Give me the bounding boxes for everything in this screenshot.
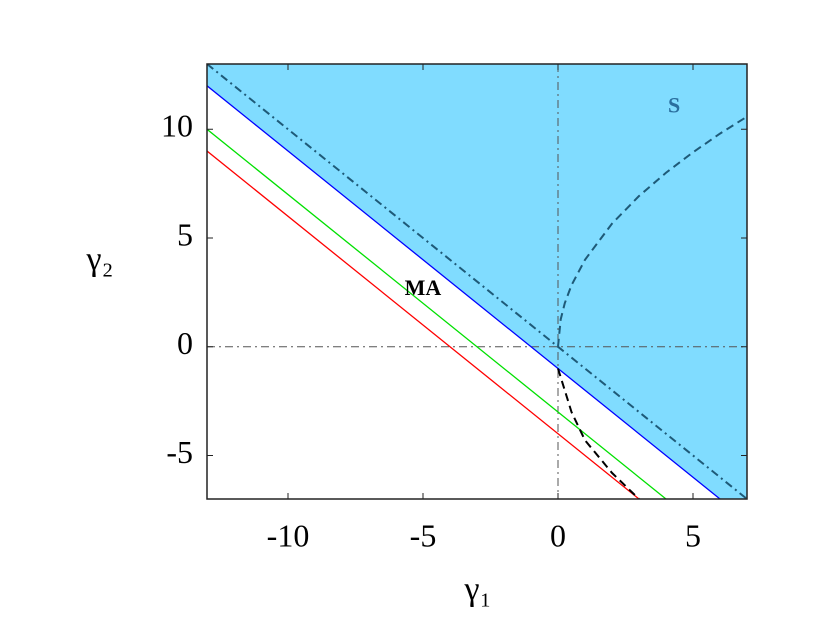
- axes-frame: [206, 63, 748, 500]
- x-tick-label: -10: [267, 517, 310, 553]
- region-fill: [207, 64, 747, 499]
- x-axis-label: γ₁: [464, 571, 492, 608]
- series-line: [557, 368, 640, 499]
- series-line: [207, 128, 667, 499]
- y-tick-label: 0: [177, 325, 193, 361]
- y-tick-label: 5: [177, 216, 193, 252]
- y-tick-label: -5: [166, 434, 193, 470]
- x-tick-label: 0: [550, 517, 566, 553]
- x-tick-label: -5: [410, 517, 437, 553]
- annotation: MA: [405, 275, 442, 300]
- annotation: S: [668, 93, 680, 118]
- y-axis-label: γ₂: [86, 241, 114, 278]
- x-tick-label: 5: [685, 517, 701, 553]
- series-line: [207, 64, 747, 499]
- series-line: [207, 85, 721, 499]
- series-line: [557, 115, 747, 347]
- y-tick-label: 10: [161, 108, 193, 144]
- series-line: [207, 150, 640, 499]
- plot-area: S MA: [207, 64, 747, 499]
